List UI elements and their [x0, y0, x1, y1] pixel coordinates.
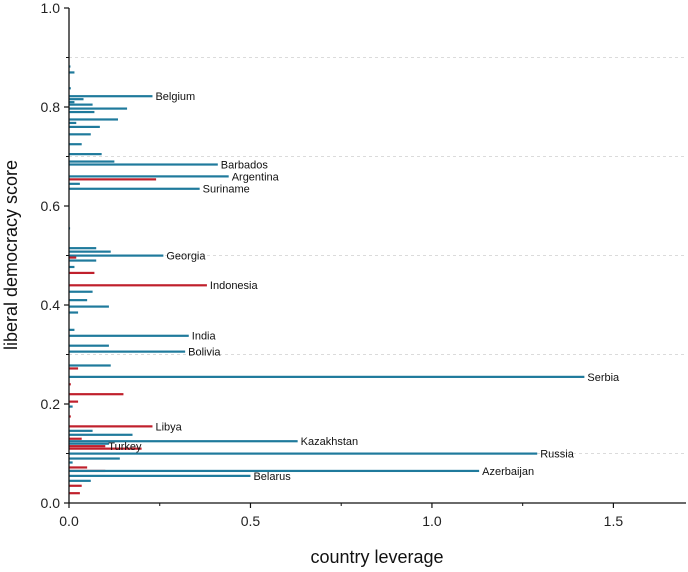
- bar-43: [69, 400, 79, 403]
- bar-55: [69, 457, 120, 460]
- bar-20: [69, 187, 200, 190]
- bar-44: [69, 405, 73, 408]
- y-tick-label-4: 0.8: [41, 99, 61, 115]
- bar-3: [69, 95, 153, 98]
- bar-16: [69, 163, 218, 166]
- bar-label-29: Indonesia: [210, 280, 259, 292]
- bar-0: [69, 65, 71, 68]
- bar-label-59: Azerbaijan: [482, 466, 534, 478]
- bar-54: [69, 452, 538, 455]
- y-axis-label: liberal democracy score: [1, 160, 21, 350]
- bar-6: [69, 103, 93, 106]
- bar-11: [69, 125, 100, 128]
- bar-23: [69, 250, 111, 253]
- bar-22: [69, 247, 97, 250]
- bar-15: [69, 160, 115, 163]
- bar-61: [69, 479, 91, 482]
- bar-36: [69, 344, 109, 347]
- x-tick-label-0: 0.0: [59, 513, 79, 529]
- bar-12: [69, 133, 91, 136]
- bar-62: [69, 484, 82, 487]
- bar-26: [69, 259, 97, 262]
- y-tick-label-2: 0.4: [41, 297, 61, 313]
- x-tick-label-2: 1.0: [422, 513, 442, 529]
- bar-39: [69, 367, 79, 370]
- bar-4: [69, 98, 84, 101]
- bar-5: [69, 101, 75, 104]
- bar-48: [69, 433, 133, 436]
- bar-label-50: Kazakhstan: [301, 436, 358, 448]
- bar-31: [69, 299, 88, 302]
- bar-label-52: Turkey: [108, 441, 142, 453]
- bar-52: [69, 445, 106, 448]
- bar-49: [69, 437, 82, 440]
- bar-label-35: India: [192, 331, 217, 343]
- bar-50: [69, 440, 298, 443]
- bar-33: [69, 311, 79, 314]
- bar-60: [69, 474, 251, 477]
- bar-18: [69, 178, 157, 181]
- bar-57: [69, 466, 88, 469]
- bar-51: [69, 442, 109, 445]
- bar-42: [69, 393, 124, 396]
- bar-7: [69, 107, 128, 110]
- bar-40: [69, 375, 585, 378]
- bar-label-46: Libya: [155, 421, 182, 433]
- bar-35: [69, 334, 189, 337]
- bar-label-20: Suriname: [203, 184, 250, 196]
- bar-27: [69, 265, 75, 269]
- bar-label-24: Georgia: [166, 251, 206, 263]
- bar-29: [69, 284, 207, 287]
- bar-14: [69, 153, 102, 156]
- bar-13: [69, 143, 82, 146]
- bar-17: [69, 175, 229, 178]
- bar-label-16: Barbados: [221, 159, 269, 171]
- x-axis-label: country leverage: [310, 547, 443, 567]
- bar-63: [69, 492, 80, 495]
- bar-2: [69, 87, 71, 90]
- x-ticks: 0.0 0.5 1.0 1.5: [59, 503, 623, 529]
- y-tick-label-5: 1.0: [41, 0, 61, 16]
- bar-56: [69, 461, 73, 464]
- bar-label-40: Serbia: [587, 372, 620, 384]
- bars: [69, 65, 585, 495]
- bar-53: [69, 447, 142, 450]
- bar-25: [69, 256, 77, 259]
- bar-19: [69, 182, 80, 185]
- bar-label-17: Argentina: [232, 171, 280, 183]
- bar-45: [69, 415, 71, 418]
- bar-38: [69, 364, 111, 367]
- y-tick-label-0: 0.0: [41, 495, 61, 511]
- bar-59: [69, 469, 480, 473]
- bar-label-37: Bolivia: [188, 347, 221, 359]
- y-ticks: 0.0 0.2 0.4 0.6 0.8 1.0: [41, 0, 69, 511]
- bar-1: [69, 71, 75, 74]
- bar-47: [69, 429, 93, 432]
- bar-37: [69, 350, 186, 353]
- bar-9: [69, 118, 118, 121]
- y-tick-label-1: 0.2: [41, 396, 61, 412]
- bar-28: [69, 271, 95, 275]
- bar-46: [69, 425, 153, 428]
- x-tick-label-3: 1.5: [604, 513, 624, 529]
- bar-label-54: Russia: [540, 449, 575, 461]
- bar-10: [69, 121, 77, 125]
- bar-34: [69, 328, 75, 331]
- bar-41: [69, 383, 71, 386]
- bar-label-60: Belarus: [253, 471, 291, 483]
- y-tick-label-3: 0.6: [41, 198, 61, 214]
- bar-8: [69, 110, 95, 114]
- bar-24: [69, 254, 164, 257]
- bar-30: [69, 290, 93, 293]
- bar-label-3: Belgium: [155, 91, 195, 103]
- bar-32: [69, 305, 109, 308]
- x-tick-label-1: 0.5: [241, 513, 261, 529]
